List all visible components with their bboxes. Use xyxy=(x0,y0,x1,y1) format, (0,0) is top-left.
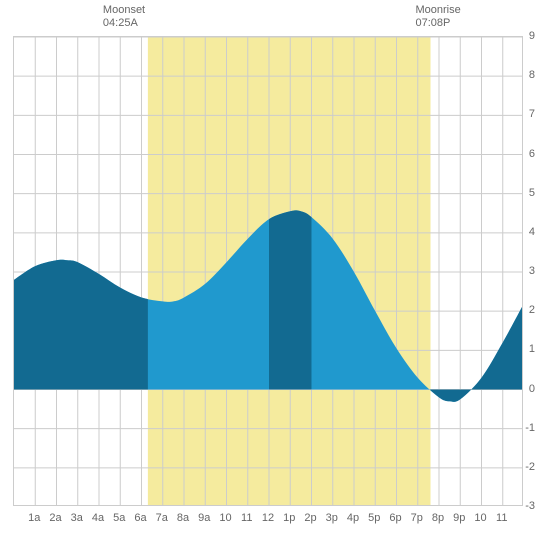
y-tick-label: -3 xyxy=(525,500,535,512)
y-tick-label: -1 xyxy=(525,422,535,434)
moonrise-title: Moonrise xyxy=(416,4,461,16)
x-tick-label: 4p xyxy=(347,512,359,524)
y-tick-label: 4 xyxy=(529,226,535,238)
x-tick-label: 6a xyxy=(134,512,146,524)
y-tick-label: 2 xyxy=(529,304,535,316)
x-tick-label: 7p xyxy=(411,512,423,524)
y-tick-label: -2 xyxy=(525,461,535,473)
x-tick-label: 3a xyxy=(71,512,83,524)
y-tick-label: 5 xyxy=(529,187,535,199)
x-tick-label: 5a xyxy=(113,512,125,524)
y-tick-label: 7 xyxy=(529,108,535,120)
x-tick-label: 7a xyxy=(156,512,168,524)
moonset-time: 04:25A xyxy=(103,17,138,29)
y-tick-label: 9 xyxy=(529,30,535,42)
x-tick-label: 10 xyxy=(219,512,231,524)
moonrise-label: Moonrise 07:08P xyxy=(416,4,461,30)
moonrise-time: 07:08P xyxy=(416,17,451,29)
x-tick-label: 5p xyxy=(368,512,380,524)
plot-area xyxy=(13,36,523,506)
y-tick-label: 1 xyxy=(529,343,535,355)
x-tick-label: 11 xyxy=(241,512,252,524)
y-tick-label: 8 xyxy=(529,69,535,81)
x-tick-label: 2a xyxy=(49,512,61,524)
y-tick-label: 0 xyxy=(529,383,535,395)
x-tick-label: 1p xyxy=(283,512,295,524)
x-tick-label: 1a xyxy=(28,512,40,524)
x-tick-label: 9a xyxy=(198,512,210,524)
moonset-label: Moonset 04:25A xyxy=(103,4,145,30)
x-tick-label: 12 xyxy=(262,512,274,524)
tide-chart: Moonset 04:25A Moonrise 07:08P -3-2-1012… xyxy=(0,0,550,550)
x-tick-label: 3p xyxy=(326,512,338,524)
plot-svg xyxy=(14,37,523,506)
moonset-title: Moonset xyxy=(103,4,145,16)
x-tick-label: 8a xyxy=(177,512,189,524)
x-tick-label: 11 xyxy=(496,512,507,524)
x-tick-label: 2p xyxy=(304,512,316,524)
y-tick-label: 6 xyxy=(529,148,535,160)
y-tick-label: 3 xyxy=(529,265,535,277)
x-tick-label: 6p xyxy=(389,512,401,524)
x-tick-label: 4a xyxy=(92,512,104,524)
x-tick-label: 8p xyxy=(432,512,444,524)
x-tick-label: 9p xyxy=(453,512,465,524)
x-tick-label: 10 xyxy=(474,512,486,524)
